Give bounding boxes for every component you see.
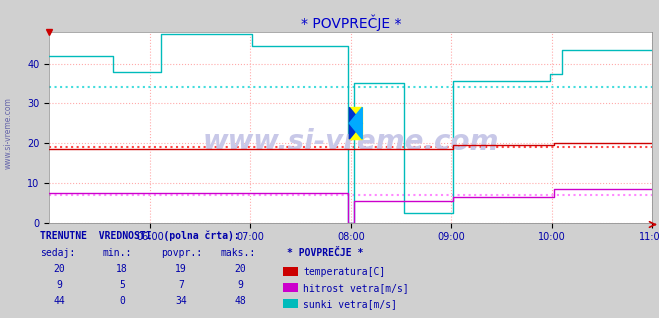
Text: maks.:: maks.: — [221, 248, 256, 258]
Text: 20: 20 — [235, 264, 246, 274]
Polygon shape — [349, 107, 362, 139]
Text: www.si-vreme.com: www.si-vreme.com — [203, 128, 499, 156]
Bar — [349, 107, 362, 139]
Text: 48: 48 — [235, 296, 246, 306]
Text: 20: 20 — [53, 264, 65, 274]
Title: * POVPREČJE *: * POVPREČJE * — [301, 14, 401, 31]
Text: 19: 19 — [175, 264, 187, 274]
Text: TRENUTNE  VREDNOSTI  (polna črta):: TRENUTNE VREDNOSTI (polna črta): — [40, 231, 239, 241]
Text: * POVPREČJE *: * POVPREČJE * — [287, 248, 363, 258]
Text: 44: 44 — [53, 296, 65, 306]
Text: povpr.:: povpr.: — [161, 248, 202, 258]
Text: 5: 5 — [119, 280, 125, 290]
Text: 34: 34 — [175, 296, 187, 306]
Text: 0: 0 — [119, 296, 125, 306]
Text: 7: 7 — [179, 280, 184, 290]
Text: min.:: min.: — [102, 248, 132, 258]
Text: 9: 9 — [238, 280, 243, 290]
Text: temperatura[C]: temperatura[C] — [303, 267, 386, 277]
Text: 9: 9 — [57, 280, 62, 290]
Text: www.si-vreme.com: www.si-vreme.com — [3, 98, 13, 169]
Text: sunki vetra[m/s]: sunki vetra[m/s] — [303, 299, 397, 309]
Text: hitrost vetra[m/s]: hitrost vetra[m/s] — [303, 283, 409, 293]
Text: 18: 18 — [116, 264, 128, 274]
Text: sedaj:: sedaj: — [40, 248, 74, 258]
Polygon shape — [349, 107, 362, 139]
